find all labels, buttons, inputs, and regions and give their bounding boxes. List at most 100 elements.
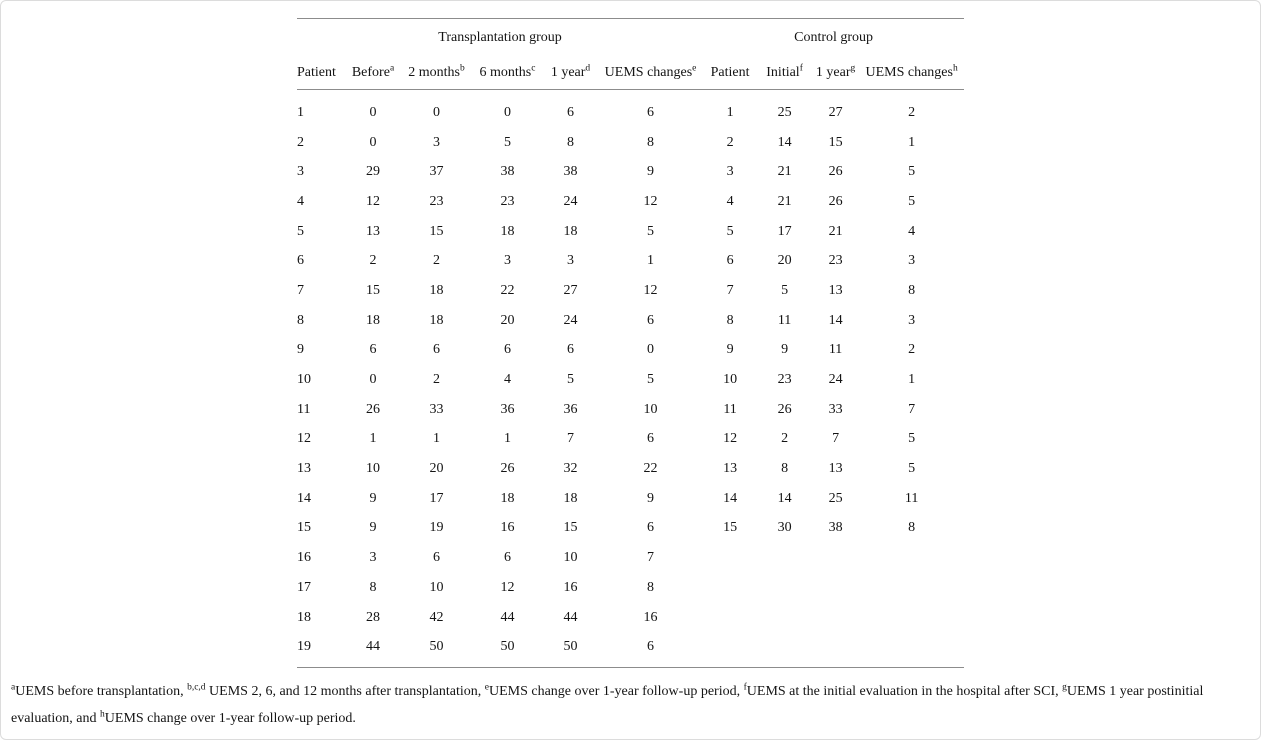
table-cell: 36 xyxy=(563,401,578,417)
table-cell: 18 xyxy=(563,490,578,506)
table-cell: 5 xyxy=(647,372,655,388)
table-cell: 10 xyxy=(723,372,738,388)
table-cell: 0 xyxy=(369,134,377,150)
table-cell xyxy=(812,543,859,573)
table-cell: 6 xyxy=(504,342,511,358)
table-cell xyxy=(703,632,757,667)
table-cell: 4 xyxy=(297,193,304,209)
table-cell: 5 xyxy=(567,372,574,388)
header-superscript: h xyxy=(952,62,958,73)
table-cell: 12 xyxy=(297,431,311,447)
table-cell: 26 xyxy=(500,461,515,477)
uems-table: Transplantation group Control group Patie… xyxy=(297,18,965,668)
group-header-row: Transplantation group Control group xyxy=(297,19,964,57)
table-cell: 2 xyxy=(433,253,440,269)
table-cell: 15 xyxy=(429,223,444,239)
table-cell xyxy=(859,632,964,667)
table-cell: 8 xyxy=(647,134,655,150)
table-header: Transplantation group Control group Patie… xyxy=(297,19,965,90)
table-cell: 44 xyxy=(366,639,380,655)
table-cell: 11 xyxy=(777,312,792,328)
column-header: Beforea xyxy=(345,56,401,90)
table-cell: 7 xyxy=(297,282,304,298)
table-cell: 2 xyxy=(781,431,789,447)
table-cell: 36 xyxy=(500,401,515,417)
table-cell: 16 xyxy=(500,520,515,536)
column-header-row: Patient Beforea 2 monthsb 6 monthsc 1 yeard U… xyxy=(297,56,965,90)
table-cell: 3 xyxy=(504,253,511,269)
table-cell: 9 xyxy=(369,490,377,506)
table-cell: 2 xyxy=(433,372,440,388)
column-header: Patient xyxy=(703,56,758,90)
table-cell: 7 xyxy=(908,401,916,417)
table-cell: 23 xyxy=(777,372,792,388)
table-cell: 1 xyxy=(369,431,377,447)
table-row: 18 28 42 44 44 16 xyxy=(297,603,964,633)
table-cell: 18 xyxy=(429,312,444,328)
footnote-superscript: a xyxy=(11,682,16,693)
table-cell: 5 xyxy=(504,134,511,150)
table-cell: 6 xyxy=(647,520,655,536)
table-row: 11 26 33 36 36 10 11 26 33 7 xyxy=(297,395,964,425)
table-cell: 15 xyxy=(563,520,578,536)
table-cell: 6 xyxy=(567,104,574,120)
table-cell: 7 xyxy=(726,282,734,298)
header-superscript: c xyxy=(531,62,536,73)
table-cell: 19 xyxy=(297,639,311,655)
table-cell: 1 xyxy=(647,253,655,269)
table-cell: 6 xyxy=(369,342,377,358)
table-cell: 7 xyxy=(567,431,574,447)
table-cell: 17 xyxy=(777,223,792,239)
footnote-superscript: g xyxy=(1062,682,1067,693)
table-cell: 1 xyxy=(726,104,734,120)
table-cell: 5 xyxy=(726,223,734,239)
table-cell: 1 xyxy=(908,372,916,388)
table-cell: 0 xyxy=(369,104,377,120)
table-cell: 1 xyxy=(908,134,916,150)
table-cell: 11 xyxy=(297,401,311,417)
table-cell: 0 xyxy=(433,104,440,120)
column-header: 2 monthsb xyxy=(401,56,472,90)
table-cell: 20 xyxy=(500,312,515,328)
table-cell: 21 xyxy=(777,193,792,209)
table-row: 12 1 1 1 7 6 12 2 7 5 xyxy=(297,425,964,455)
table-cell: 4 xyxy=(908,223,916,239)
footnote: aUEMS before transplantation, b,c,d UEMS… xyxy=(11,682,1204,726)
table-cell: 6 xyxy=(647,104,655,120)
table-cell: 9 xyxy=(726,342,734,358)
table-cell: 23 xyxy=(500,193,515,209)
table-cell: 6 xyxy=(647,431,655,447)
table-cell: 14 xyxy=(723,490,738,506)
table-cell: 25 xyxy=(828,490,843,506)
table-cell: 33 xyxy=(429,401,444,417)
table-cell: 11 xyxy=(904,490,919,506)
table-cell: 24 xyxy=(563,193,578,209)
table-cell: 0 xyxy=(647,342,655,358)
footnote-superscript: h xyxy=(100,709,105,720)
table-cell: 33 xyxy=(828,401,843,417)
table-cell: 15 xyxy=(297,520,311,536)
table-cell: 12 xyxy=(643,282,658,298)
table-cell: 32 xyxy=(563,461,578,477)
table-cell: 28 xyxy=(366,609,380,625)
table-cell: 26 xyxy=(828,164,843,180)
table-cell: 12 xyxy=(643,193,658,209)
table-body: 1 0 0 0 6 6 1 25 27 2 2 0 3 5 8 8 2 14 15 1 3 29 37 38 38 9 3 21 26 5… xyxy=(297,90,965,668)
table-row: 4 12 23 23 24 12 4 21 26 5 xyxy=(297,187,964,217)
header-superscript: d xyxy=(585,62,591,73)
table-cell: 6 xyxy=(726,253,734,269)
header-superscript: a xyxy=(389,62,395,73)
column-header: 1 yeard xyxy=(543,56,598,90)
table-cell: 5 xyxy=(908,193,916,209)
table-cell: 17 xyxy=(297,579,311,595)
table-cell: 5 xyxy=(908,461,916,477)
table-cell xyxy=(859,603,964,633)
table-cell: 38 xyxy=(500,164,515,180)
table-row: 8 18 18 20 24 6 8 11 14 3 xyxy=(297,306,964,336)
table-cell: 8 xyxy=(647,579,655,595)
header-superscript: e xyxy=(692,62,697,73)
table-cell: 8 xyxy=(297,312,304,328)
table-cell: 27 xyxy=(563,282,578,298)
table-cell xyxy=(812,603,859,633)
